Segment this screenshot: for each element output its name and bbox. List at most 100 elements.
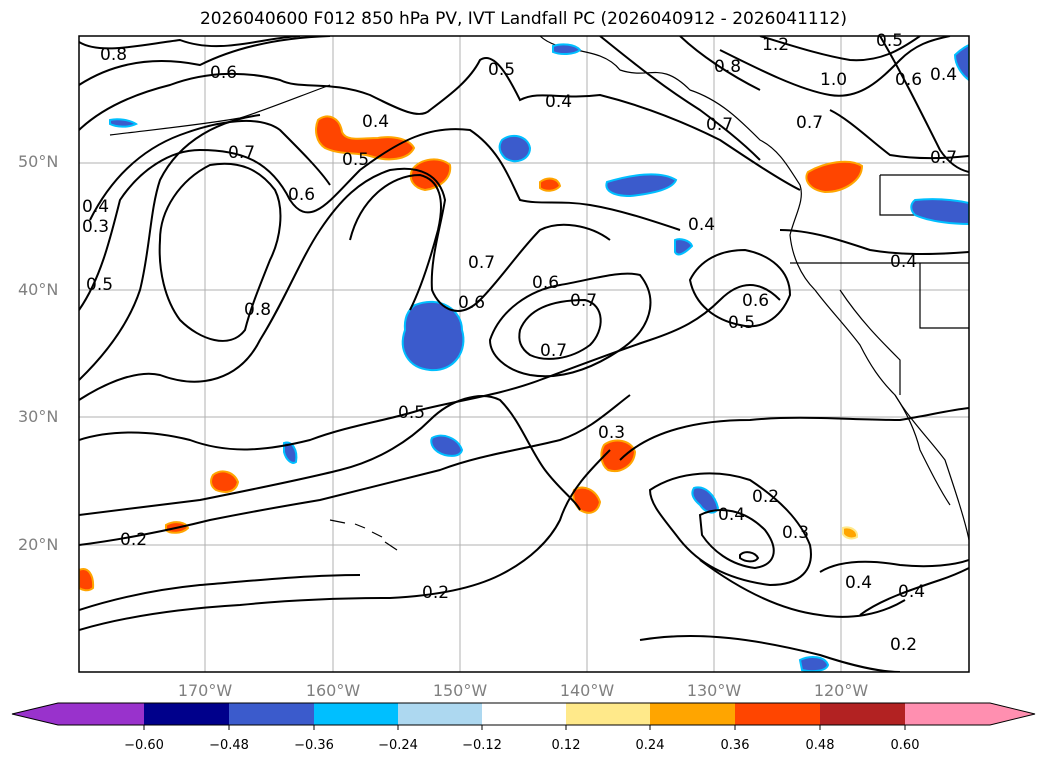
colorbar-tick-label: −0.36 [294,738,334,753]
pc-blob-pos-1 [805,160,864,194]
contour-line [79,395,581,516]
contour-line [639,634,901,672]
contour-label: 0.5 [876,31,903,51]
pc-blob-neg-10 [953,43,969,82]
contour-line [759,36,921,62]
colorbar-tick-label: −0.60 [124,738,164,753]
coastline-west-us [789,184,969,541]
contour-label: 0.4 [898,582,925,602]
coastlines [109,36,969,551]
lon-label-160w: 160°W [305,681,361,700]
contour-label: 0.4 [82,197,109,217]
coastline-baja [894,394,951,506]
colorbar-tick-label: 0.36 [720,738,750,753]
contour-line [739,551,760,563]
colorbar-tick-marks [143,725,906,730]
lat-label-50n: 50°N [18,152,59,171]
pc-blob-neg-8 [798,656,830,672]
contour-labels: 0.8 0.6 0.7 0.5 0.4 0.4 0.5 1.2 0.8 1.0 … [82,31,957,655]
contour-label: 0.5 [398,403,425,423]
colorbar-outline [11,702,1036,726]
chart-title: 2026040600 F012 850 hPa PV, IVT Landfall… [199,9,847,29]
border-states-2 [919,263,969,329]
pc-blob-neg-12 [674,238,694,256]
pc-positive-shading [79,115,864,592]
pc-blob-pos-5 [572,486,602,514]
contour-label: 0.8 [100,45,127,65]
contour-line [779,229,969,256]
colorbar-tick-label: −0.12 [462,738,502,753]
pc-blob-pos-4 [600,439,637,472]
contour-line [488,272,652,378]
lon-label-120w: 120°W [813,681,869,700]
colorbar [11,702,1036,730]
lat-label-20n: 20°N [18,535,59,554]
contour-line [79,36,301,50]
contour-label: 0.8 [714,57,741,77]
gridlines [79,36,969,672]
lat-label-40n: 40°N [18,280,59,299]
contour-label: 0.4 [362,112,389,132]
contour-label: 0.6 [458,293,485,313]
pv-contours [79,36,969,672]
lon-label-140w: 140°W [559,681,615,700]
pc-negative-shading [109,43,969,672]
contour-line [679,36,761,91]
colorbar-segment [566,703,650,725]
contour-label: 0.4 [688,215,715,235]
colorbar-segment [735,703,820,725]
contour-line [89,120,331,221]
contour-label: 0.5 [86,275,113,295]
contour-line [698,509,775,570]
pc-blob-pos-6 [210,470,240,493]
map-frame [78,35,970,673]
contour-label: 0.4 [545,92,572,112]
contour-label: 0.6 [742,291,769,311]
contour-label: 0.3 [782,523,809,543]
contour-label: 0.4 [890,252,917,272]
contour-label: 0.3 [82,217,109,237]
contour-line [349,173,442,311]
contour-label: 0.3 [598,423,625,443]
contour-label: 0.7 [930,148,957,168]
contour-line [688,248,792,328]
contour-label: 0.2 [120,530,147,550]
contour-line [648,472,812,587]
pc-blob-neg-3 [498,134,532,163]
coastline-alaska [539,36,801,186]
contour-line [79,57,801,191]
colorbar-segment [482,703,566,725]
colorbar-extend-high [990,703,1035,725]
contour-label: 0.6 [532,273,559,293]
colorbar-extend-low [12,703,58,725]
contour-line [819,559,969,573]
colorbar-tick-label: −0.24 [378,738,418,753]
contour-label: 0.7 [796,113,823,133]
contour-label: 0.4 [930,65,957,85]
contour-label: 1.0 [820,70,847,90]
pc-blob-neg-11 [109,118,138,128]
contour-label: 1.2 [762,35,789,55]
lat-label-30n: 30°N [18,407,59,426]
contour-label: 0.2 [422,583,449,603]
contour-label: 0.7 [228,143,255,163]
contour-line [79,449,611,631]
contour-label: 0.7 [540,341,567,361]
contour-label: 0.7 [706,115,733,135]
contour-line [699,559,906,618]
contour-line [79,128,681,311]
contour-label: 0.6 [288,185,315,205]
pc-blob-neg-2 [605,173,678,198]
contour-line [879,36,969,173]
contour-label: 0.5 [488,60,515,80]
colorbar-tick-label: 0.12 [551,738,581,753]
colorbar-segment [58,703,144,725]
hawaii-islands [329,519,398,551]
contour-label: 0.5 [342,150,369,170]
colorbar-tick-label: 0.48 [805,738,835,753]
contour-line [619,407,969,461]
lon-label-150w: 150°W [432,681,488,700]
colorbar-segment [650,703,735,725]
pc-blob-pos-9 [539,177,562,192]
